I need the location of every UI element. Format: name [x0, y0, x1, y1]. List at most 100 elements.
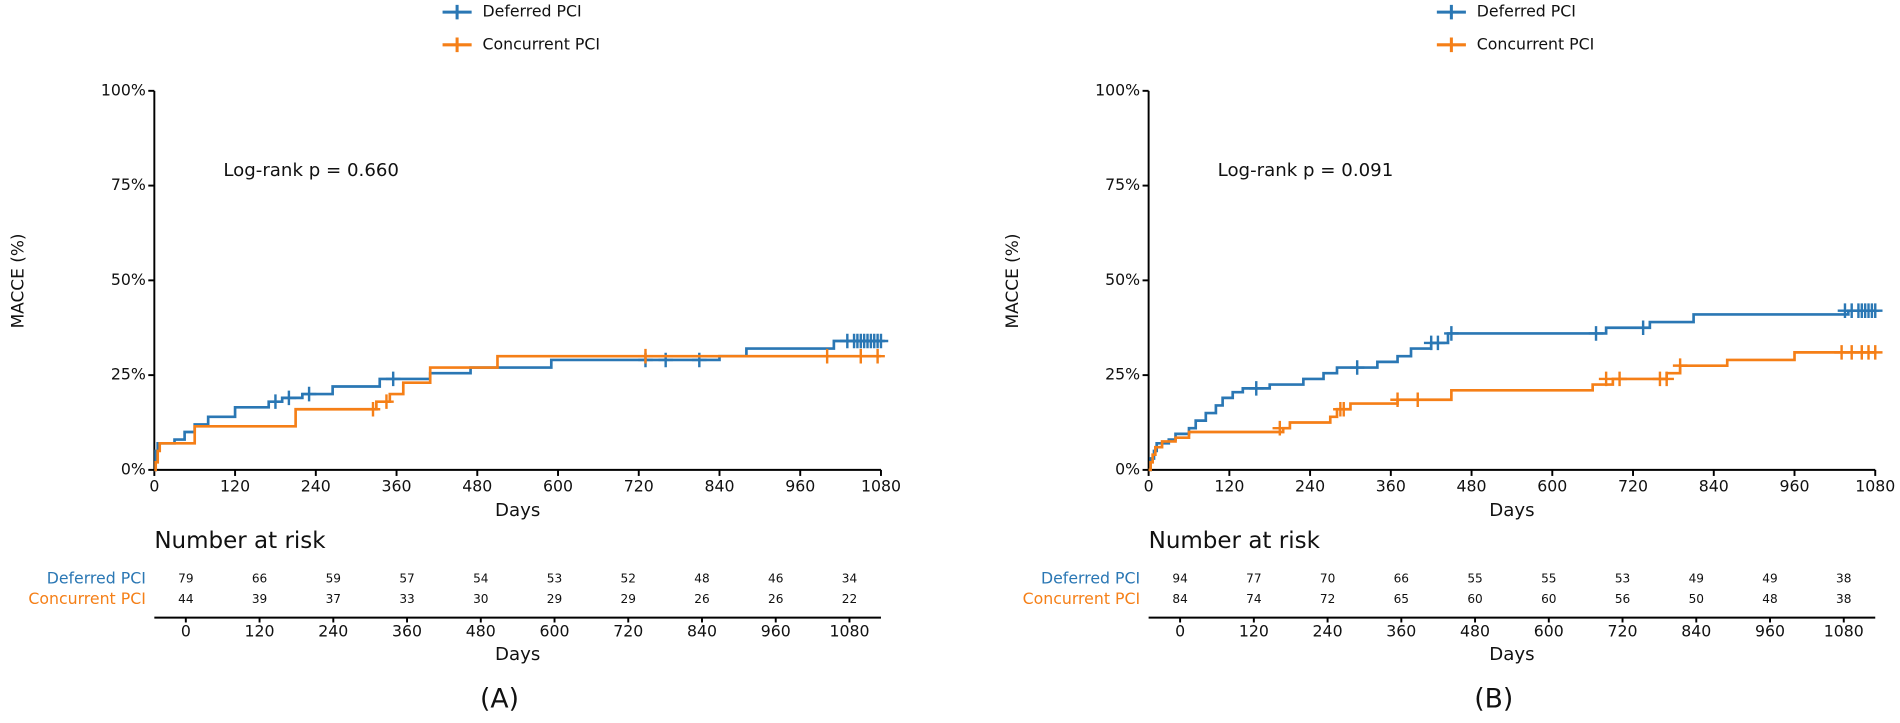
y-tick-label: 0%: [121, 459, 146, 478]
y-axis-label: MACCE (%): [1002, 233, 1022, 328]
censor-mark: [819, 348, 835, 364]
risk-count: 48: [694, 571, 709, 585]
risk-count: 54: [473, 571, 489, 585]
risk-count: 29: [621, 592, 636, 606]
legend-label: Deferred PCI: [1477, 2, 1576, 21]
x-tick-label: 720: [1618, 476, 1648, 495]
risk-count: 56: [1615, 592, 1630, 606]
risk-count: 66: [1394, 571, 1409, 585]
x-tick-label: 960: [785, 476, 815, 495]
risk-count: 38: [1836, 571, 1851, 585]
y-tick-label: 0%: [1115, 459, 1140, 478]
panel-label: (A): [480, 683, 519, 714]
censor-mark: [1410, 392, 1426, 408]
x-axis-label: Days: [495, 500, 540, 521]
risk-count: 37: [326, 592, 341, 606]
censor-mark: [1659, 371, 1674, 387]
x-tick-label: 120: [220, 476, 250, 495]
step-line: [154, 339, 881, 472]
risk-x-tick-label: 1080: [1824, 622, 1864, 641]
x-tick-label: 360: [1376, 476, 1406, 495]
annotation: Log-rank p = 0.660: [223, 160, 399, 181]
risk-count: 30: [473, 592, 488, 606]
risk-x-axis-label: Days: [495, 644, 540, 665]
y-tick-label: 75%: [111, 175, 146, 194]
x-tick-label: 600: [543, 476, 573, 495]
risk-count: 34: [842, 571, 858, 585]
risk-x-tick-label: 120: [1239, 622, 1269, 641]
risk-x-tick-label: 120: [245, 622, 275, 641]
y-axis-label: MACCE (%): [8, 233, 28, 328]
risk-count: 48: [1762, 592, 1777, 606]
y-tick-label: 100%: [1095, 80, 1140, 99]
legend-label: Concurrent PCI: [1477, 34, 1594, 53]
censor-mark: [379, 394, 394, 409]
x-tick-label: 600: [1537, 476, 1567, 495]
censor-mark: [870, 348, 885, 364]
risk-count: 60: [1541, 592, 1556, 606]
risk-x-tick-label: 480: [466, 622, 496, 641]
risk-x-tick-label: 240: [1313, 622, 1343, 641]
risk-count: 53: [547, 571, 562, 585]
risk-count: 53: [1615, 571, 1630, 585]
censor-mark: [1248, 381, 1264, 396]
risk-count: 38: [1836, 592, 1851, 606]
y-tick-label: 25%: [1105, 365, 1140, 384]
censor-mark: [301, 386, 317, 402]
censor-mark: [853, 348, 869, 364]
panel-label: (B): [1474, 683, 1513, 714]
risk-x-tick-label: 720: [613, 622, 643, 641]
censor-mark: [268, 394, 283, 409]
censor-mark: [1867, 345, 1883, 360]
x-tick-label: 240: [301, 476, 331, 495]
censor-mark: [1588, 326, 1604, 341]
risk-x-tick-label: 600: [1534, 622, 1564, 641]
censor-mark: [873, 333, 889, 349]
risk-count: 59: [326, 571, 341, 585]
risk-x-tick-label: 960: [761, 622, 791, 641]
risk-x-tick-label: 960: [1755, 622, 1785, 641]
risk-count: 55: [1541, 571, 1556, 585]
risk-row-label: Concurrent PCI: [1023, 589, 1140, 608]
censor-mark: [1635, 320, 1651, 336]
censor-mark: [1272, 420, 1288, 436]
y-tick-label: 50%: [111, 270, 146, 289]
x-tick-label: 840: [704, 476, 734, 495]
risk-count: 33: [399, 592, 414, 606]
x-tick-label: 480: [1457, 476, 1487, 495]
risk-count: 60: [1467, 592, 1482, 606]
y-tick-label: 75%: [1105, 175, 1140, 194]
risk-x-tick-label: 1080: [829, 622, 869, 641]
legend-swatch: [442, 37, 472, 53]
censor-mark: [1430, 335, 1446, 351]
censor-mark: [1390, 392, 1405, 408]
risk-count: 74: [1246, 592, 1262, 606]
step-line: [1148, 351, 1876, 472]
risk-x-tick-label: 600: [539, 622, 569, 641]
censor-mark: [281, 390, 297, 406]
censor-mark: [1349, 360, 1365, 375]
risk-count: 49: [1689, 571, 1704, 585]
x-tick-label: 240: [1295, 476, 1325, 495]
risk-count: 84: [1172, 592, 1188, 606]
risk-x-tick-label: 360: [1386, 622, 1416, 641]
risk-count: 65: [1394, 592, 1409, 606]
x-tick-label: 360: [382, 476, 412, 495]
annotation: Log-rank p = 0.091: [1218, 160, 1394, 181]
risk-count: 94: [1172, 571, 1188, 585]
y-tick-label: 100%: [101, 80, 146, 99]
risk-count: 57: [399, 571, 414, 585]
risk-count: 26: [694, 592, 709, 606]
x-tick-label: 840: [1699, 476, 1729, 495]
risk-title: Number at risk: [1149, 528, 1321, 554]
legend-swatch: [1436, 4, 1466, 20]
x-tick-label: 1080: [861, 476, 901, 495]
risk-count: 39: [252, 592, 267, 606]
risk-count: 29: [547, 592, 562, 606]
censor-mark: [1598, 371, 1614, 387]
x-tick-label: 720: [624, 476, 654, 495]
risk-x-tick-label: 840: [1681, 622, 1711, 641]
risk-count: 50: [1689, 592, 1704, 606]
x-tick-label: 0: [1144, 476, 1154, 495]
